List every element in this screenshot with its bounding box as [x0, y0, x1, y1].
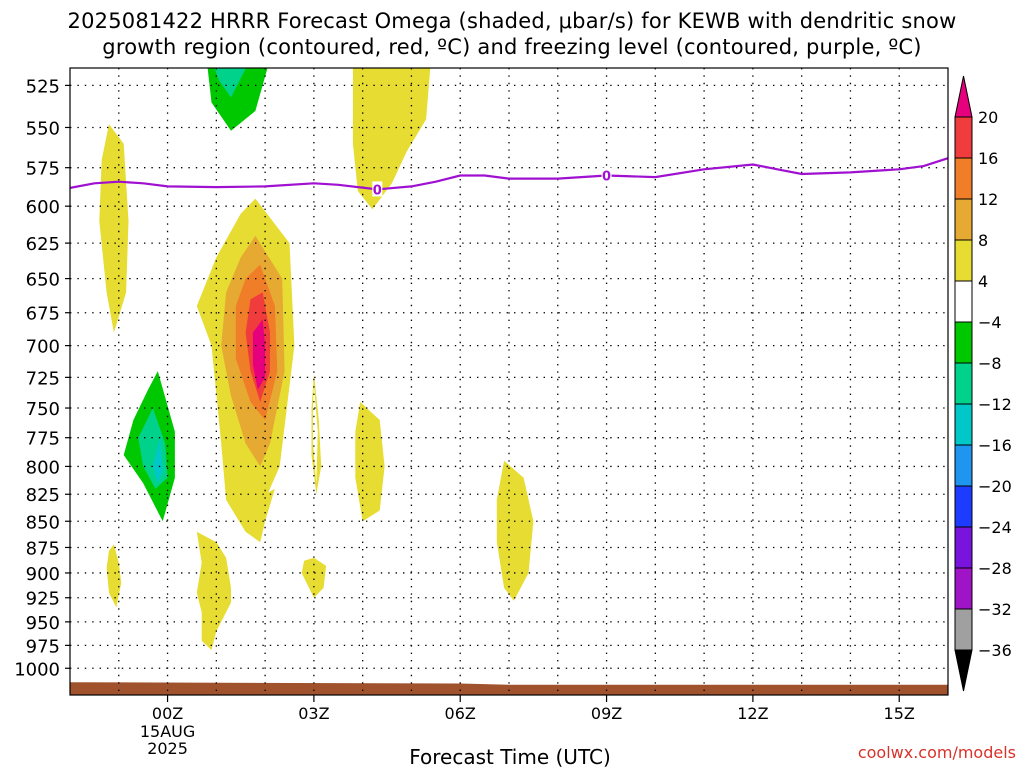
colorbar-band-12 [954, 567, 973, 610]
x-axis-label: Forecast Time (UTC) [409, 745, 611, 769]
chart-title: 2025081422 HRRR Forecast Omega (shaded, … [0, 8, 1024, 60]
colorbar-band-1 [954, 116, 973, 159]
omega-region-3 [214, 68, 247, 98]
freezing-level-layer: 00 [70, 157, 948, 198]
colorbar-label-6: −8 [978, 354, 1002, 373]
omega-region-19 [301, 557, 327, 598]
y-tick-label-11: 800 [26, 457, 60, 478]
y-tick-label-10: 775 [26, 429, 60, 450]
colorbar: 20 16 12 8 4 −4 −8 −12 −16 −20 −24 −28 −32 −36 [954, 75, 1012, 692]
omega-shaded-regions [99, 68, 900, 660]
site-credit: coolwx.com/models [857, 743, 1016, 762]
colorbar-band-7 [954, 362, 973, 405]
y-tick-label-1: 550 [26, 118, 60, 139]
omega-region-21 [496, 460, 534, 601]
colorbar-top-triangle [954, 75, 973, 118]
y-tick-label-14: 875 [26, 538, 60, 559]
omega-region-14 [196, 531, 231, 650]
colorbar-band-5 [954, 280, 973, 323]
colorbar-band-13 [954, 608, 973, 651]
colorbar-band-4 [954, 239, 973, 282]
plot-frame [69, 67, 949, 696]
freezing-level-label-1: 0 [602, 170, 611, 185]
colorbar-band-8 [954, 403, 973, 446]
omega-region-0 [99, 124, 129, 333]
x-tick-label-1: 03Z [298, 704, 329, 723]
y-tick-label-19: 1000 [14, 659, 60, 680]
freezing-label-bg-0 [372, 181, 383, 197]
y-tick-label-4: 625 [26, 234, 60, 255]
colorbar-label-11: −28 [978, 559, 1012, 578]
colorbar-label-7: −12 [978, 395, 1012, 414]
omega-region-9 [252, 319, 266, 390]
x-tick-label-5: 15Z [884, 704, 915, 723]
y-tick-label-6: 675 [26, 304, 60, 325]
y-tick-label-18: 975 [26, 636, 60, 657]
freezing-level-label-0: 0 [373, 183, 382, 198]
colorbar-label-13: −36 [978, 641, 1012, 660]
y-tick-label-15: 900 [26, 564, 60, 585]
y-tick-label-8: 725 [26, 368, 60, 389]
colorbar-label-12: −32 [978, 600, 1012, 619]
y-tick-label-7: 700 [26, 337, 60, 358]
colorbar-label-10: −24 [978, 518, 1012, 537]
colorbar-band-9 [954, 444, 973, 487]
colorbar-band-11 [954, 526, 973, 569]
colorbar-band-10 [954, 485, 973, 528]
y-tick-label-16: 925 [26, 589, 60, 610]
omega-region-13 [152, 437, 163, 484]
y-tick-label-17: 950 [26, 613, 60, 634]
y-tick-label-0: 525 [26, 76, 60, 97]
omega-region-16 [106, 544, 122, 608]
colorbar-label-2: 12 [978, 190, 998, 209]
y-tick-label-2: 575 [26, 159, 60, 180]
colorbar-band-3 [954, 198, 973, 241]
colorbar-bottom-triangle [954, 649, 973, 692]
x-tick-label-3: 09Z [591, 704, 622, 723]
omega-region-22 [440, 515, 470, 660]
colorbar-label-9: −20 [978, 477, 1012, 496]
x-tick-label-0: 00Z [152, 704, 183, 723]
omega-region-15 [235, 488, 275, 543]
colorbar-label-4: 4 [978, 272, 988, 291]
colorbar-label-8: −16 [978, 436, 1012, 455]
y-tick-label-9: 750 [26, 399, 60, 420]
colorbar-band-6 [954, 321, 973, 364]
terrain-shading [70, 682, 948, 695]
colorbar-label-1: 16 [978, 149, 998, 168]
omega-region-4 [352, 68, 431, 210]
colorbar-label-3: 8 [978, 231, 988, 250]
y-tick-label-5: 650 [26, 270, 60, 291]
x-tick-sublabel-0-0: 15AUG [140, 722, 195, 741]
y-tick-label-13: 850 [26, 512, 60, 533]
y-tick-label-12: 825 [26, 485, 60, 506]
x-tick-label-2: 06Z [445, 704, 476, 723]
freezing-label-bg-1 [601, 167, 612, 183]
y-axis-ticks: 525 550 575 600 625 650 675 700 725 750 775 800 825 8… [14, 76, 70, 680]
colorbar-label-5: −4 [978, 313, 1002, 332]
x-tick-label-4: 12Z [737, 704, 768, 723]
title-line-1: 2025081422 HRRR Forecast Omega (shaded, … [67, 9, 957, 33]
colorbar-label-0: 20 [978, 108, 998, 127]
terrain-layer [70, 682, 948, 695]
omega-region-23 [835, 483, 900, 566]
freezing-level-line [70, 157, 948, 191]
title-line-2: growth region (contoured, red, ºC) and f… [102, 35, 922, 59]
y-tick-label-3: 600 [26, 197, 60, 218]
colorbar-band-2 [954, 157, 973, 200]
x-tick-sublabel-0-1: 2025 [147, 739, 188, 758]
